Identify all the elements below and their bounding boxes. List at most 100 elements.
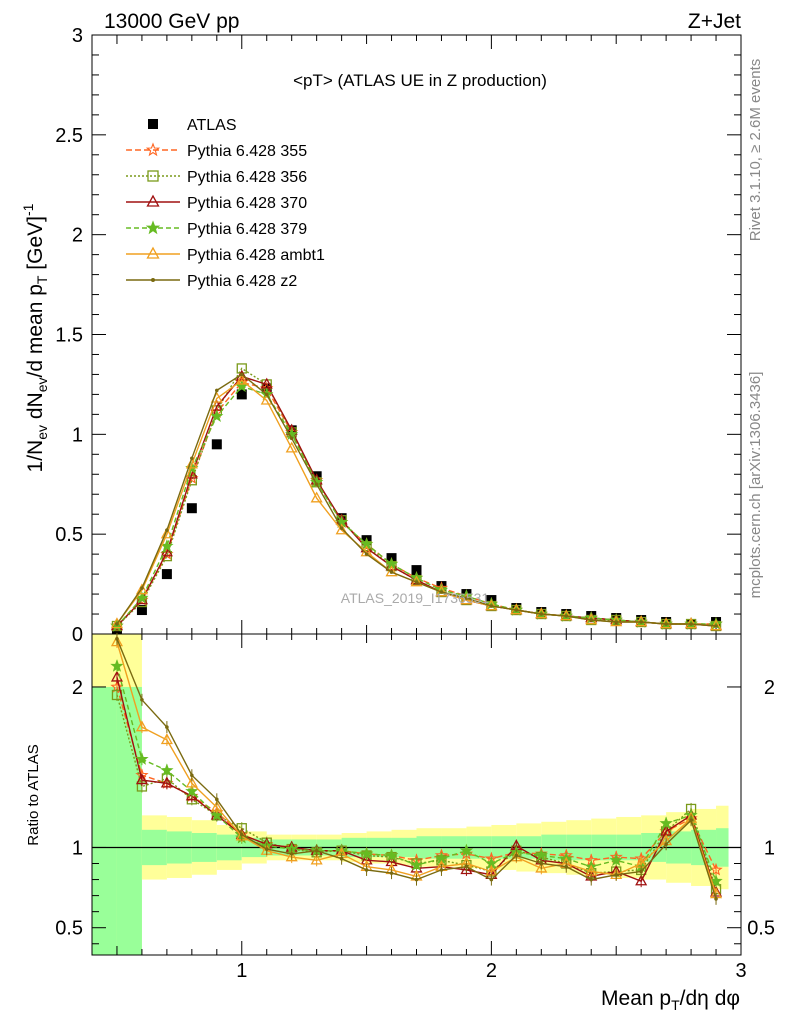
legend-entry: Pythia 6.428 356 [126,169,307,186]
data-point [635,615,648,627]
ratio-data-point [160,733,173,745]
ratio-data-point [409,858,424,871]
data-point [264,392,269,397]
ratio-data-point [460,863,473,875]
ratio-data-point [489,877,494,882]
ratio-data-point [659,816,673,830]
ratio-data-point [140,698,144,702]
data-point [289,436,294,441]
y-axis-title-main: 1/Nev dNev/d mean pT [GeV]-1 [20,203,50,472]
legend-entry: Pythia 6.428 370 [126,194,307,212]
legend-entry: Pythia 6.428 355 [126,142,307,160]
ratio-data-point [160,763,174,777]
ratio-data-point [135,720,148,732]
uncertainty-band-inner [92,686,117,955]
side-label-bottom: mcplots.cern.ch [arXiv:1306.3436] [747,372,764,599]
ratio-y-tick-label-right: 1 [764,837,775,859]
data-point [115,622,119,626]
ratio-data-point [535,861,548,873]
ratio-data-point [564,864,569,869]
legend-marker [146,194,160,207]
ratio-data-point [190,773,194,778]
legend-label: Pythia 6.428 379 [187,221,307,238]
series-line [116,373,717,627]
ratio-data-point [689,818,693,822]
ratio-data-point [289,852,294,856]
legend-marker [145,220,161,235]
data-point [664,622,668,626]
ratio-data-point [609,853,623,866]
data-point [385,565,398,577]
ratio-data-point [210,808,224,821]
legend-marker [151,278,155,282]
data-point [186,503,197,514]
ratio-panel: 0.5 0.5 1 1 2 2 1 2 3 [55,632,775,982]
legend-marker [145,142,161,157]
data-point [339,526,344,530]
ratio-data-point [614,872,618,877]
data-point [414,580,419,584]
main-y-tick-label: 0.5 [55,524,83,546]
ratio-data-point [339,856,344,861]
ratio-data-point [514,853,519,858]
ratio-y-tick-label-left: 0.5 [55,918,83,940]
ratio-data-point [310,853,323,865]
ratio-data-point [589,877,594,882]
data-point [389,570,394,574]
data-point [411,565,422,576]
data-point [639,620,643,624]
main-y-tick-label: 2 [72,225,83,247]
legend: ATLAS Pythia 6.428 355 Pythia 6.428 356 Pyt… [126,117,325,290]
data-point [314,482,319,487]
legend-label: Pythia 6.428 ambt1 [187,247,325,264]
ratio-data-point [239,832,244,837]
ratio-data-point [285,850,298,862]
data-point [185,467,198,479]
legend-marker [146,246,160,259]
legend-label: Pythia 6.428 z2 [187,273,297,290]
main-y-tick-label: 0 [72,624,83,646]
series-line [116,367,717,627]
ratio-data-point [185,784,199,798]
data-point [589,618,594,622]
data-point [160,527,173,539]
analysis-watermark: ATLAS_2019_I1736531 [341,590,490,606]
ratio-series-pythia-6-428-z2 [115,632,718,905]
ratio-data-point [384,848,399,862]
ratio-data-point [389,871,394,875]
data-point [439,590,444,594]
data-point [215,388,219,393]
ratio-data-point [364,868,369,872]
series-pythia-6-428-379 [110,379,723,632]
x-tick-label: 3 [735,960,746,982]
data-point [310,491,323,503]
ratio-data-point [709,862,723,876]
ratio-y-tick-label-left: 2 [72,677,83,699]
data-point [236,389,247,400]
main-y-tick-label: 1 [72,424,83,446]
legend-entry: Pythia 6.428 379 [126,220,307,238]
ratio-data-point [110,659,124,672]
data-point [564,614,569,618]
y-axis-title-ratio: Ratio to ATLAS [25,744,42,845]
data-point [211,439,222,450]
plot-title: <pT> (ATLAS UE in Z production) [293,71,547,90]
data-point [514,608,519,612]
ratio-data-point [185,776,198,788]
data-point [135,583,148,595]
ratio-data-point [539,861,544,866]
series-line [116,375,717,627]
legend-marker [148,119,158,129]
data-point [539,612,544,616]
ratio-data-point [264,847,269,851]
legend-entry: Pythia 6.428 z2 [126,273,297,290]
main-y-tick-label: 2.5 [55,125,83,147]
legend-entry: Pythia 6.428 ambt1 [126,246,325,264]
data-point [161,569,172,580]
ratio-data-point [664,842,668,847]
x-axis-title: Mean pT/dη dφ [601,987,740,1013]
legend-label: Pythia 6.428 355 [187,143,307,160]
legend-label: Pythia 6.428 356 [187,169,307,186]
side-label-top: Rivet 3.1.10, ≥ 2.6M events [747,59,764,242]
